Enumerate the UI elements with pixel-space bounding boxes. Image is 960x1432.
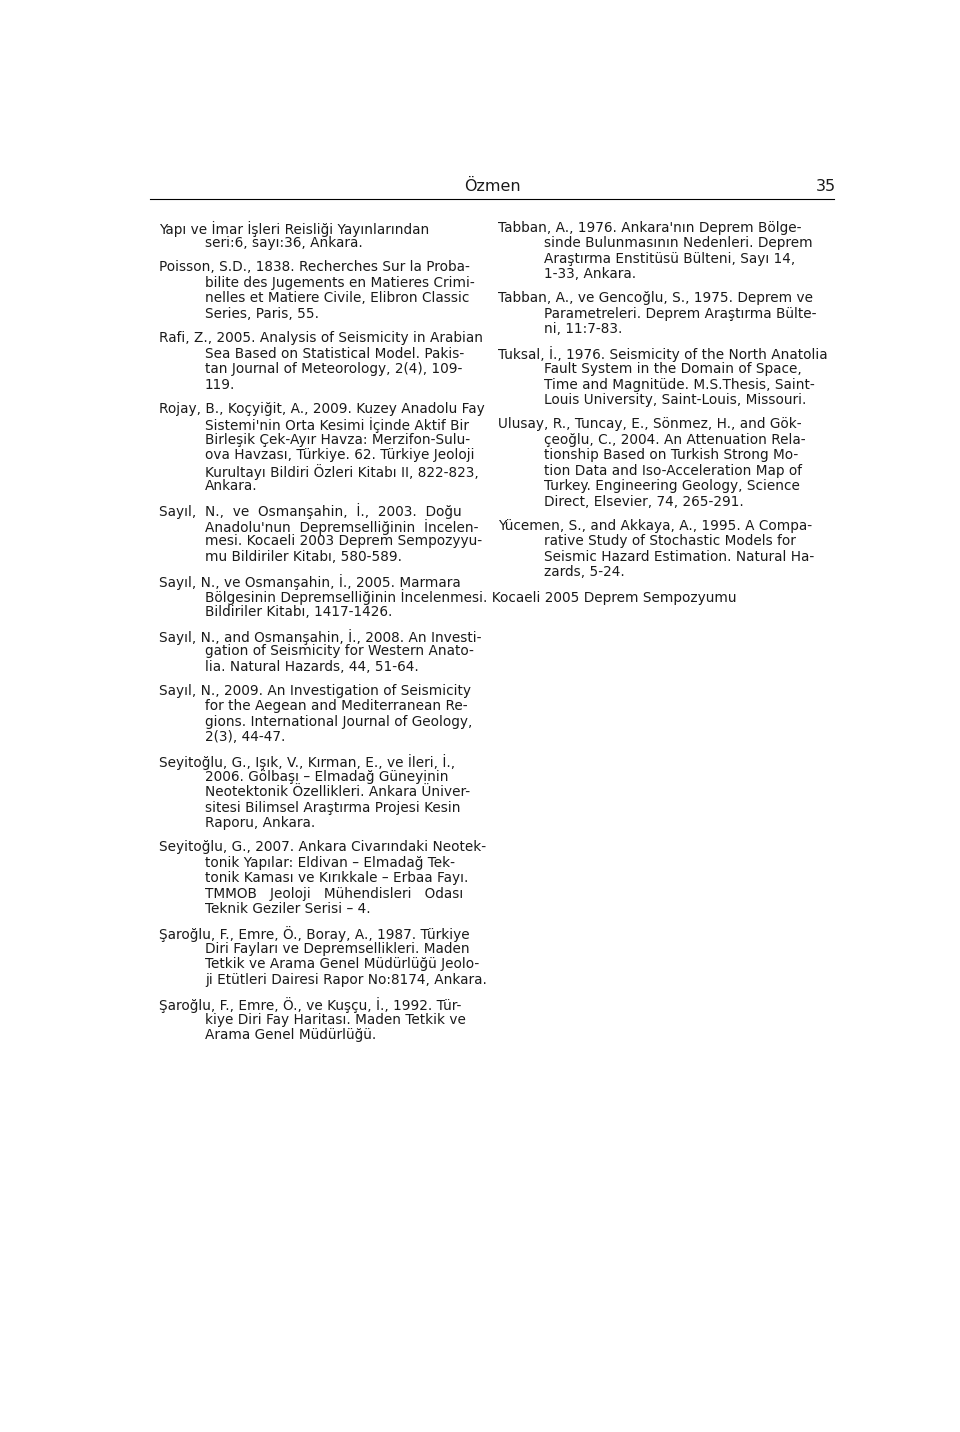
Text: Parametreleri. Deprem Araştırma Bülte-: Parametreleri. Deprem Araştırma Bülte-	[544, 306, 817, 321]
Text: tionship Based on Turkish Strong Mo-: tionship Based on Turkish Strong Mo-	[544, 448, 799, 463]
Text: for the Aegean and Mediterranean Re-: for the Aegean and Mediterranean Re-	[204, 699, 468, 713]
Text: bilite des Jugements en Matieres Crimi-: bilite des Jugements en Matieres Crimi-	[204, 276, 474, 289]
Text: sitesi Bilimsel Araştırma Projesi Kesin: sitesi Bilimsel Araştırma Projesi Kesin	[204, 800, 460, 815]
Text: sinde Bulunmasının Nedenleri. Deprem: sinde Bulunmasının Nedenleri. Deprem	[544, 236, 813, 251]
Text: Seismic Hazard Estimation. Natural Ha-: Seismic Hazard Estimation. Natural Ha-	[544, 550, 814, 564]
Text: Rojay, B., Koçyiğit, A., 2009. Kuzey Anadolu Fay: Rojay, B., Koçyiğit, A., 2009. Kuzey Ana…	[158, 401, 485, 415]
Text: Rafi, Z., 2005. Analysis of Seismicity in Arabian: Rafi, Z., 2005. Analysis of Seismicity i…	[158, 331, 483, 345]
Text: Diri Fayları ve Depremsellikleri. Maden: Diri Fayları ve Depremsellikleri. Maden	[204, 942, 469, 957]
Text: 1-33, Ankara.: 1-33, Ankara.	[544, 268, 636, 282]
Text: Direct, Elsevier, 74, 265-291.: Direct, Elsevier, 74, 265-291.	[544, 494, 744, 508]
Text: Louis University, Saint-Louis, Missouri.: Louis University, Saint-Louis, Missouri.	[544, 392, 806, 407]
Text: zards, 5-24.: zards, 5-24.	[544, 566, 625, 579]
Text: seri:6, sayı:36, Ankara.: seri:6, sayı:36, Ankara.	[204, 236, 363, 251]
Text: Raporu, Ankara.: Raporu, Ankara.	[204, 816, 315, 831]
Text: lia. Natural Hazards, 44, 51-64.: lia. Natural Hazards, 44, 51-64.	[204, 660, 419, 673]
Text: Teknik Geziler Serisi – 4.: Teknik Geziler Serisi – 4.	[204, 902, 371, 916]
Text: Tabban, A., 1976. Ankara'nın Deprem Bölge-: Tabban, A., 1976. Ankara'nın Deprem Bölg…	[498, 221, 802, 235]
Text: Yapı ve İmar İşleri Reisliği Yayınlarından: Yapı ve İmar İşleri Reisliği Yayınlarınd…	[158, 221, 429, 236]
Text: mesi. Kocaeli 2003 Deprem Sempozyyu-: mesi. Kocaeli 2003 Deprem Sempozyyu-	[204, 534, 482, 548]
Text: Ankara.: Ankara.	[204, 480, 257, 493]
Text: Seyitoğlu, G., Işık, V., Kırman, E., ve İleri, İ.,: Seyitoğlu, G., Işık, V., Kırman, E., ve …	[158, 755, 455, 770]
Text: rative Study of Stochastic Models for: rative Study of Stochastic Models for	[544, 534, 796, 548]
Text: 119.: 119.	[204, 378, 235, 391]
Text: Şaroğlu, F., Emre, Ö., ve Kuşçu, İ., 1992. Tür-: Şaroğlu, F., Emre, Ö., ve Kuşçu, İ., 199…	[158, 997, 461, 1012]
Text: Sayıl, N., 2009. An Investigation of Seismicity: Sayıl, N., 2009. An Investigation of Sei…	[158, 684, 470, 697]
Text: gions. International Journal of Geology,: gions. International Journal of Geology,	[204, 715, 472, 729]
Text: ni, 11:7-83.: ni, 11:7-83.	[544, 322, 622, 337]
Text: kiye Diri Fay Haritası. Maden Tetkik ve: kiye Diri Fay Haritası. Maden Tetkik ve	[204, 1012, 466, 1027]
Text: Ulusay, R., Tuncay, E., Sönmez, H., and Gök-: Ulusay, R., Tuncay, E., Sönmez, H., and …	[498, 417, 802, 431]
Text: Neotektonik Özellikleri. Ankara Üniver-: Neotektonik Özellikleri. Ankara Üniver-	[204, 785, 470, 799]
Text: Seyitoğlu, G., 2007. Ankara Civarındaki Neotek-: Seyitoğlu, G., 2007. Ankara Civarındaki …	[158, 841, 486, 855]
Text: tion Data and Iso-Acceleration Map of: tion Data and Iso-Acceleration Map of	[544, 464, 803, 478]
Text: 35: 35	[816, 179, 836, 195]
Text: Turkey. Engineering Geology, Science: Turkey. Engineering Geology, Science	[544, 480, 800, 493]
Text: çeoğlu, C., 2004. An Attenuation Rela-: çeoğlu, C., 2004. An Attenuation Rela-	[544, 432, 805, 447]
Text: Birleşik Çek-Ayır Havza: Merzifon-Sulu-: Birleşik Çek-Ayır Havza: Merzifon-Sulu-	[204, 432, 470, 447]
Text: Bildiriler Kitabı, 1417-1426.: Bildiriler Kitabı, 1417-1426.	[204, 604, 393, 619]
Text: tan Journal of Meteorology, 2(4), 109-: tan Journal of Meteorology, 2(4), 109-	[204, 362, 462, 377]
Text: gation of Seismicity for Western Anato-: gation of Seismicity for Western Anato-	[204, 644, 473, 659]
Text: ji Etütleri Dairesi Rapor No:8174, Ankara.: ji Etütleri Dairesi Rapor No:8174, Ankar…	[204, 972, 487, 987]
Text: Sayıl, N., and Osmanşahin, İ., 2008. An Investi-: Sayıl, N., and Osmanşahin, İ., 2008. An …	[158, 629, 481, 644]
Text: TMMOB   Jeoloji   Mühendisleri   Odası: TMMOB Jeoloji Mühendisleri Odası	[204, 886, 463, 901]
Text: Şaroğlu, F., Emre, Ö., Boray, A., 1987. Türkiye: Şaroğlu, F., Emre, Ö., Boray, A., 1987. …	[158, 927, 469, 942]
Text: Series, Paris, 55.: Series, Paris, 55.	[204, 306, 319, 321]
Text: Tuksal, İ., 1976. Seismicity of the North Anatolia: Tuksal, İ., 1976. Seismicity of the Nort…	[498, 347, 828, 362]
Text: Poisson, S.D., 1838. Recherches Sur la Proba-: Poisson, S.D., 1838. Recherches Sur la P…	[158, 261, 469, 275]
Text: 2006. Gölbaşı – Elmadağ Güneyinin: 2006. Gölbaşı – Elmadağ Güneyinin	[204, 770, 448, 783]
Text: tonik Yapılar: Eldivan – Elmadağ Tek-: tonik Yapılar: Eldivan – Elmadağ Tek-	[204, 856, 455, 869]
Text: Sayıl, N., ve Osmanşahin, İ., 2005. Marmara: Sayıl, N., ve Osmanşahin, İ., 2005. Marm…	[158, 574, 461, 590]
Text: Anadolu'nun  Depremselliğinin  İncelen-: Anadolu'nun Depremselliğinin İncelen-	[204, 518, 478, 534]
Text: Time and Magnitüde. M.S.Thesis, Saint-: Time and Magnitüde. M.S.Thesis, Saint-	[544, 378, 815, 391]
Text: mu Bildiriler Kitabı, 580-589.: mu Bildiriler Kitabı, 580-589.	[204, 550, 402, 564]
Text: Kurultayı Bildiri Özleri Kitabı II, 822-823,: Kurultayı Bildiri Özleri Kitabı II, 822-…	[204, 464, 479, 480]
Text: Arama Genel Müdürlüğü.: Arama Genel Müdürlüğü.	[204, 1028, 376, 1042]
Text: Bölgesinin Depremselliğinin İncelenmesi. Kocaeli 2005 Deprem Sempozyumu: Bölgesinin Depremselliğinin İncelenmesi.…	[204, 589, 736, 606]
Text: Sistemi'nin Orta Kesimi İçinde Aktif Bir: Sistemi'nin Orta Kesimi İçinde Aktif Bir	[204, 417, 468, 432]
Text: 2(3), 44-47.: 2(3), 44-47.	[204, 730, 285, 745]
Text: Sea Based on Statistical Model. Pakis-: Sea Based on Statistical Model. Pakis-	[204, 347, 464, 361]
Text: Sayıl,  N.,  ve  Osmanşahin,  İ.,  2003.  Doğu: Sayıl, N., ve Osmanşahin, İ., 2003. Doğu	[158, 503, 462, 518]
Text: Tetkik ve Arama Genel Müdürlüğü Jeolo-: Tetkik ve Arama Genel Müdürlüğü Jeolo-	[204, 958, 479, 971]
Text: tonik Kaması ve Kırıkkale – Erbaa Fayı.: tonik Kaması ve Kırıkkale – Erbaa Fayı.	[204, 872, 468, 885]
Text: Fault System in the Domain of Space,: Fault System in the Domain of Space,	[544, 362, 802, 377]
Text: Araştırma Enstitüsü Bülteni, Sayı 14,: Araştırma Enstitüsü Bülteni, Sayı 14,	[544, 252, 795, 266]
Text: Yücemen, S., and Akkaya, A., 1995. A Compa-: Yücemen, S., and Akkaya, A., 1995. A Com…	[498, 518, 812, 533]
Text: Tabban, A., ve Gencoğlu, S., 1975. Deprem ve: Tabban, A., ve Gencoğlu, S., 1975. Depre…	[498, 292, 813, 305]
Text: nelles et Matiere Civile, Elibron Classic: nelles et Matiere Civile, Elibron Classi…	[204, 292, 469, 305]
Text: Özmen: Özmen	[464, 179, 520, 195]
Text: ova Havzası, Türkiye. 62. Türkiye Jeoloji: ova Havzası, Türkiye. 62. Türkiye Jeoloj…	[204, 448, 474, 463]
